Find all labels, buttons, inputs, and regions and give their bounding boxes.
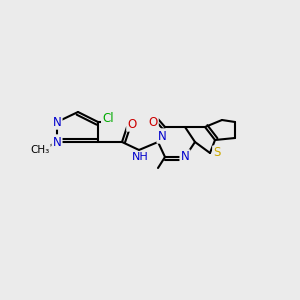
- Text: Cl: Cl: [102, 112, 114, 124]
- Text: N: N: [52, 136, 62, 148]
- Text: NH: NH: [132, 152, 148, 162]
- Text: O: O: [128, 118, 136, 130]
- Text: CH₃: CH₃: [30, 145, 50, 155]
- Text: N: N: [158, 130, 166, 142]
- Text: N: N: [52, 116, 62, 128]
- Text: S: S: [213, 146, 221, 160]
- Text: O: O: [148, 116, 158, 128]
- Text: N: N: [181, 151, 189, 164]
